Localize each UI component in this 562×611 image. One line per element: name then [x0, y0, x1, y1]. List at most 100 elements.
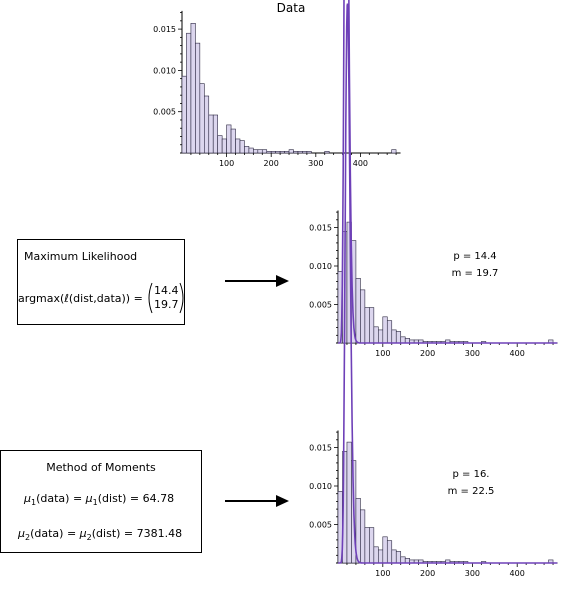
histogram-bar: [221, 138, 227, 154]
mu-symbol: μ: [24, 492, 31, 505]
histogram-bar: [235, 138, 241, 154]
histogram-bar: [364, 307, 370, 344]
histogram-bar: [324, 151, 330, 154]
y-tick-label: 0.005: [309, 301, 332, 310]
histogram-bar: [208, 114, 214, 154]
histogram-bar: [378, 549, 384, 564]
histogram-bar: [195, 42, 201, 154]
ml-formula: argmax(ℓ(dist,data)) =: [18, 292, 143, 305]
y-tick-label: 0.010: [153, 66, 176, 75]
mom-heading: Method of Moments: [46, 461, 156, 474]
histogram-bar: [400, 556, 406, 564]
mom-m-value: m = 22.5: [447, 486, 495, 497]
ml-heading: Maximum Likelihood: [24, 250, 138, 263]
histogram-bar: [382, 316, 388, 344]
histogram-bar: [364, 527, 370, 564]
histogram-bar: [400, 336, 406, 344]
histogram-bar: [279, 151, 285, 154]
histogram-bar: [369, 527, 375, 564]
histogram-bar: [204, 95, 210, 154]
ml-vec-top: 14.4: [154, 284, 179, 297]
mom-box: Method of Moments μ1(data) = μ1(dist) = …: [0, 450, 202, 553]
histogram-bar: [395, 551, 402, 564]
histogram-bar: [346, 441, 352, 564]
histogram-bar: [386, 320, 393, 344]
mom-fit-histogram: 100 200 300 400 0.005 0.010 0.015: [309, 3, 558, 578]
histogram-bar: [261, 149, 268, 154]
histogram-bar: [355, 278, 361, 344]
histogram-bar: [391, 549, 397, 564]
histogram-bar: [186, 32, 192, 154]
histogram-bar: [293, 151, 299, 154]
histogram-bar: [360, 509, 366, 564]
histogram-bar: [248, 147, 254, 154]
ml-vector: 14.4 19.7: [146, 282, 186, 314]
dist-arg: (dist) = 64.78: [97, 492, 175, 505]
y-tick-label: 0.015: [153, 25, 176, 34]
mu-subscript: 2: [25, 533, 31, 543]
histogram-bar: [386, 540, 393, 564]
histogram-bar: [244, 146, 250, 154]
y-tick-label: 0.010: [309, 262, 332, 271]
fitted-density-curve: [338, 0, 558, 344]
histogram-bar: [257, 149, 263, 154]
x-tick-label: 400: [353, 159, 368, 168]
histogram-bar: [382, 536, 388, 564]
histogram-bar: [270, 151, 276, 154]
chart-title: Data: [277, 1, 306, 15]
histogram-bar: [217, 135, 223, 154]
x-tick-label: 100: [375, 349, 390, 358]
x-tick-label: 300: [465, 569, 480, 578]
histogram-bar: [391, 329, 397, 344]
data-arg: (data) =: [30, 527, 77, 540]
histogram-bar: [253, 149, 259, 154]
x-tick-label: 300: [465, 349, 480, 358]
y-tick-label: 0.005: [153, 108, 176, 117]
arrow-right-icon: [225, 495, 289, 507]
y-tick-label: 0.010: [309, 482, 332, 491]
ml-formula-ell: ℓ: [64, 292, 69, 305]
mom-eq1: μ1(data) = μ1(dist) = 64.78: [24, 492, 174, 507]
histogram-bar: [373, 326, 379, 344]
mu-subscript: 2: [86, 533, 92, 543]
fitted-density-curve: [338, 3, 558, 564]
ml-params: p = 14.4 m = 19.7: [440, 248, 510, 282]
histogram-bar: [302, 151, 308, 154]
mom-p-value: p = 16.: [452, 469, 490, 480]
histogram-bar: [288, 149, 294, 154]
histogram-bar: [373, 546, 379, 564]
histogram-bar: [297, 151, 303, 154]
x-tick-label: 100: [219, 159, 234, 168]
x-tick-label: 200: [420, 349, 435, 358]
ml-fit-histogram: 100 200 300 400 0.005 0.010 0.015: [309, 0, 558, 358]
mu-subscript: 1: [92, 498, 98, 508]
ml-formula-right: (dist,data)) =: [68, 292, 143, 305]
histogram-bar: [181, 75, 187, 154]
histogram-bar: [306, 151, 312, 154]
y-tick-label: 0.005: [309, 521, 332, 530]
mu-subscript: 1: [31, 498, 37, 508]
histogram-bar: [360, 289, 366, 344]
histogram-bar: [239, 140, 245, 154]
mom-params: p = 16. m = 22.5: [436, 466, 506, 500]
histogram-bar: [266, 151, 272, 154]
paren-brackets: [148, 282, 184, 314]
histogram-bar: [190, 23, 196, 154]
mu-symbol: μ: [85, 492, 93, 505]
ml-formula-left: argmax(: [18, 292, 65, 305]
x-tick-label: 200: [420, 569, 435, 578]
histogram-bar: [226, 124, 232, 154]
mu-symbol: μ: [79, 527, 87, 540]
mom-eq2: μ2(data) = μ2(dist) = 7381.48: [18, 527, 182, 542]
histogram-bar: [378, 329, 384, 344]
x-tick-label: 200: [264, 159, 279, 168]
ml-m-value: m = 19.7: [451, 268, 499, 279]
y-tick-label: 0.015: [309, 224, 332, 233]
y-tick-label: 0.015: [309, 444, 332, 453]
dist-arg: (dist) = 7381.48: [91, 527, 183, 540]
ml-p-value: p = 14.4: [453, 251, 497, 262]
ml-vec-bottom: 19.7: [154, 298, 179, 311]
x-tick-label: 400: [510, 569, 525, 578]
histogram-bar: [395, 331, 402, 344]
